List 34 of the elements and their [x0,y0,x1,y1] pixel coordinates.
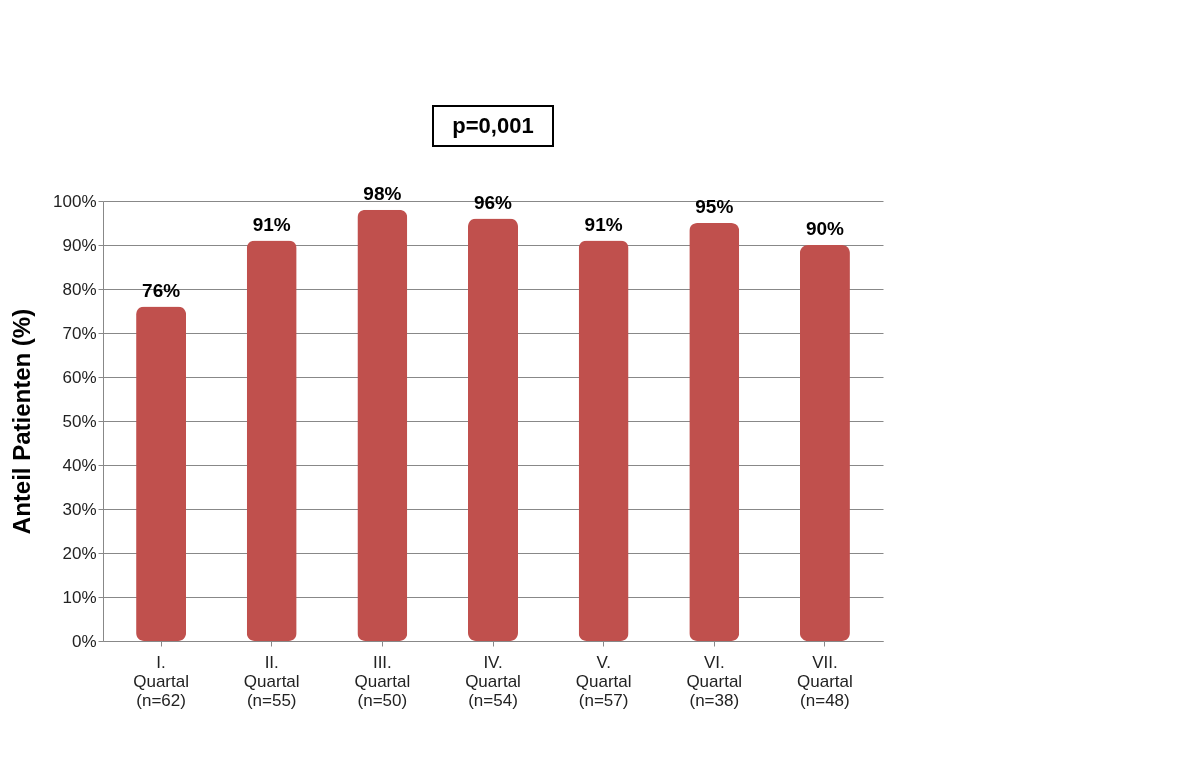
x-tick-label: VI. Quartal (n=38) [686,652,743,710]
y-axis-title: Anteil Patienten (%) [8,308,36,535]
y-tick-label: 70% [62,323,97,343]
data-label: 98% [363,182,402,204]
x-tick-label: V. Quartal (n=57) [575,652,632,710]
y-tick-label: 100% [53,191,97,211]
y-tick-label: 40% [62,455,97,475]
y-tick-label: 30% [62,499,97,519]
bar [468,218,518,641]
bar [246,240,297,641]
data-label: 91% [252,213,291,235]
y-tick-label: 90% [62,235,97,255]
x-tick-label: IV. Quartal (n=54) [465,652,521,710]
text: p=0,001 [452,113,534,138]
data-label: 90% [805,218,845,239]
y-tick-label: 80% [62,279,97,299]
x-tick-label: VII. Quartal (n=48) [797,652,853,710]
bar [799,245,850,641]
data-label: 96% [473,191,513,213]
data-label: 91% [584,213,623,235]
y-tick-label: 10% [62,587,97,607]
bar [578,240,629,641]
x-tick-label: I. Quartal (n=62) [133,652,189,710]
y-tick-label: 50% [62,411,97,431]
data-label: 95% [695,196,734,217]
data-label: 76% [142,279,181,301]
bar [357,209,408,641]
bar [689,223,740,641]
x-tick-label: II. Quartal (n=55) [243,652,300,710]
y-tick-label: 0% [71,631,97,651]
y-tick-label: 60% [62,367,97,387]
y-tick-label: 20% [62,543,97,563]
x-tick-label: III. Quartal (n=50) [354,652,411,710]
bar [136,306,187,641]
